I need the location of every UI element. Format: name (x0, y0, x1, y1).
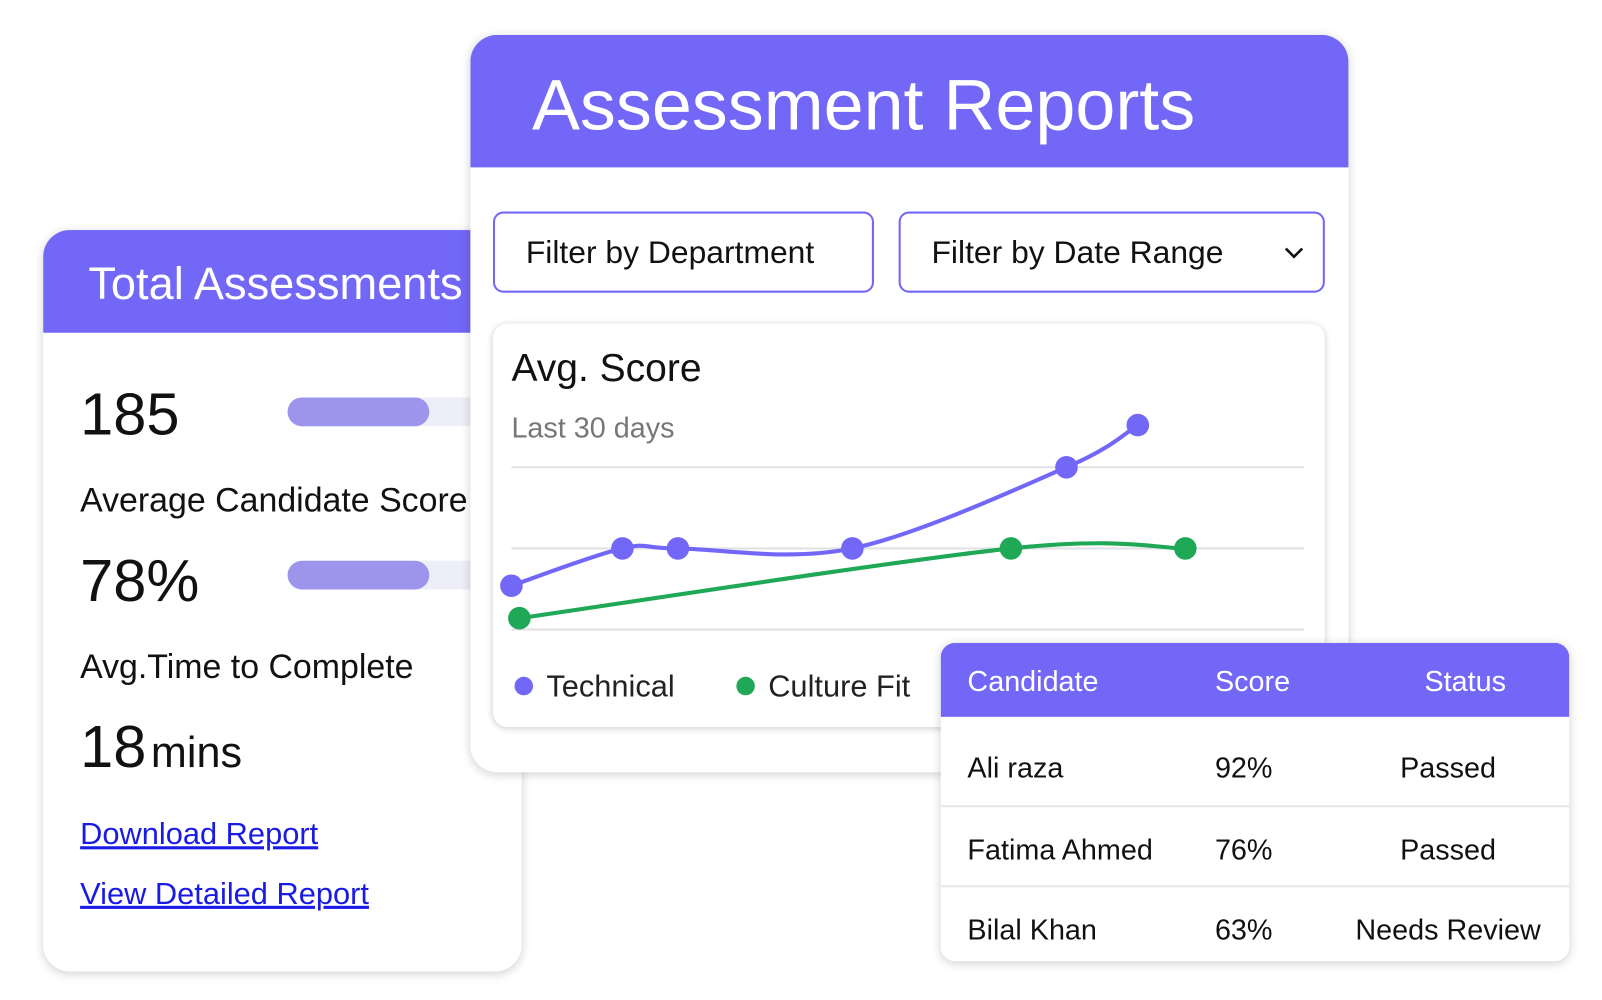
table-row: Bilal Khan 63% Needs Review (940, 885, 1570, 961)
table-cell: Passed (1400, 833, 1497, 866)
time: 18 mins (80, 713, 242, 782)
point (999, 537, 1023, 560)
download-link[interactable]: Download Report (80, 817, 319, 852)
line (510, 423, 1139, 588)
summary-title: Total Assessments (88, 258, 463, 310)
table-cell: Bilal Khan (967, 914, 1097, 946)
line (519, 541, 1186, 621)
table-cell: Ali raza (967, 751, 1064, 784)
table-cell: Fatima Ahmed (967, 833, 1153, 866)
table-row: Ali raza 92% Passed (941, 725, 1570, 805)
table-cell: Needs Review (1355, 914, 1541, 946)
progress (287, 560, 483, 590)
table-cell: 92% (1214, 751, 1273, 784)
header-cell: Candidate (967, 665, 1099, 698)
legend-label: Culture Fit (768, 668, 910, 703)
filter-label: Filter by Date Range (931, 234, 1224, 271)
chevron (1284, 247, 1304, 259)
table-row: Fatima Ahmed 76% Passed (940, 805, 1570, 887)
reports-header: Assessment Reports (470, 34, 1349, 168)
table-cell: Passed (1400, 751, 1497, 784)
filter-button[interactable]: Filter by Department (492, 211, 874, 293)
time-label: Avg.Time to Complete (80, 647, 414, 686)
table-header: Candidate Score Status (940, 642, 1570, 717)
summary-header: Total Assessments (43, 230, 522, 333)
score-label: Average Candidate Score (80, 480, 468, 519)
table-cell: 76% (1214, 833, 1273, 866)
chart-subtitle: Last 30 days (511, 413, 674, 445)
table-cell: 63% (1214, 914, 1273, 946)
filter-label: Filter by Department (525, 234, 815, 271)
point (1126, 413, 1150, 437)
point (666, 537, 690, 560)
chart: Avg. Score Last 30 days Technical Culture… (500, 347, 1305, 703)
chart-title: Avg. Score (511, 347, 701, 390)
legend-label: Technical (546, 668, 674, 703)
point (611, 537, 634, 560)
reports-title: Assessment Reports (531, 64, 1196, 145)
detail-link[interactable]: View Detailed Report (80, 877, 369, 911)
time-value: 18 (80, 713, 147, 781)
time-unit: mins (150, 728, 243, 777)
header-cell: Status (1424, 665, 1506, 698)
point (1174, 537, 1197, 560)
summary-card: Total Assessments 185 Average Candidate … (43, 230, 522, 972)
total: 185 (80, 381, 180, 448)
point (1055, 455, 1078, 479)
results-table: Candidate Score Status Ali raza 92% Passed… (940, 642, 1570, 962)
legend-swatch (736, 676, 755, 696)
header-cell: Score (1214, 665, 1291, 698)
filter-dropdown[interactable]: Filter by Date Range (898, 211, 1325, 293)
score: 78% (80, 547, 200, 615)
legend-swatch (514, 676, 534, 696)
point (841, 537, 864, 560)
point (508, 606, 531, 630)
point (500, 574, 523, 598)
progress (287, 397, 483, 427)
